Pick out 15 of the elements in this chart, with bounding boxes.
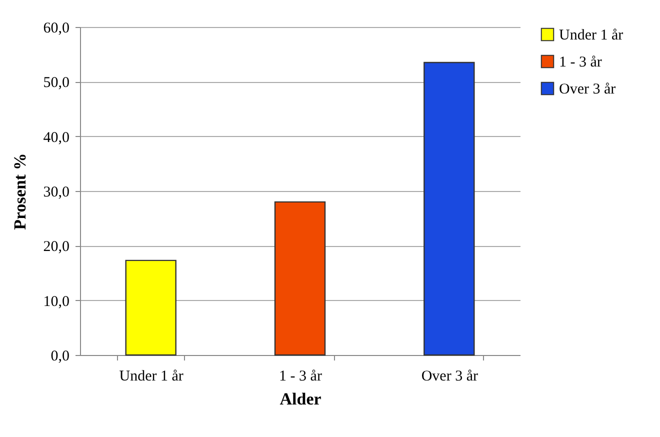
y-axis-title: Prosent % — [10, 153, 30, 230]
x-tick-label: 1 - 3 år — [279, 368, 322, 384]
legend-label: Under 1 år — [559, 28, 624, 44]
y-tick-label: 40,0 — [43, 130, 70, 146]
legend-label: 1 - 3 år — [559, 54, 602, 70]
y-tick-label: 0,0 — [50, 348, 70, 364]
y-tick-label: 60,0 — [43, 20, 70, 36]
x-axis-title: Alder — [280, 390, 322, 408]
y-tick-label: 20,0 — [43, 239, 70, 256]
x-tick-label: Over 3 år — [421, 368, 478, 384]
y-tick-label: 10,0 — [43, 294, 70, 310]
x-tick-label: Under 1 år — [119, 368, 184, 384]
y-tick-label: 30,0 — [43, 184, 70, 200]
legend-label: Over 3 år — [559, 82, 616, 98]
y-tick-label: 50,0 — [43, 75, 70, 92]
